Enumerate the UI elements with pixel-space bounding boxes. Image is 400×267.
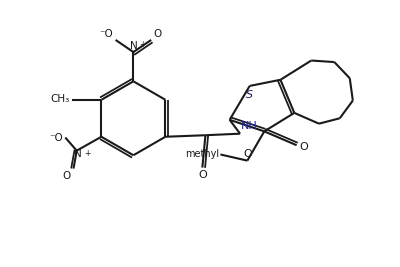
Text: O: O: [154, 29, 162, 39]
Text: ⁻O: ⁻O: [100, 29, 113, 39]
Text: O: O: [243, 149, 252, 159]
Text: methyl: methyl: [185, 149, 219, 159]
Text: O: O: [62, 171, 70, 181]
Text: S: S: [246, 90, 253, 100]
Text: O: O: [198, 170, 207, 180]
Text: N: N: [74, 149, 82, 159]
Text: CH₃: CH₃: [50, 94, 70, 104]
Text: N: N: [130, 41, 137, 50]
Text: NH: NH: [241, 121, 258, 131]
Text: ⁻O: ⁻O: [49, 133, 63, 143]
Text: +: +: [140, 40, 146, 49]
Text: +: +: [84, 149, 91, 158]
Text: O: O: [300, 142, 308, 152]
